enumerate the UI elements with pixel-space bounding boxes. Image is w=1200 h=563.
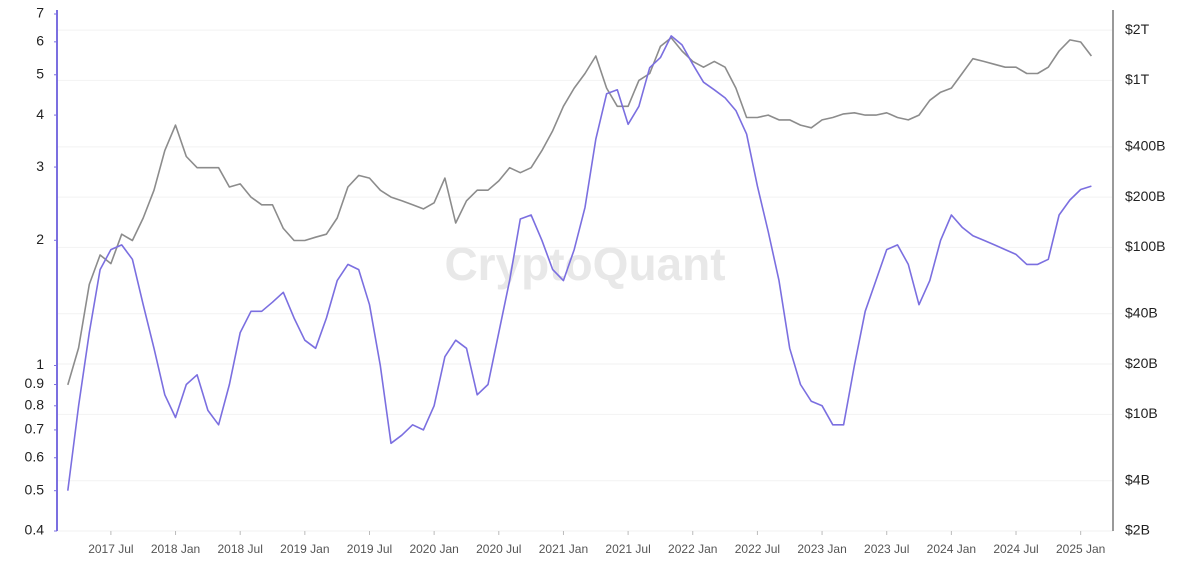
y2-tick-label: $400B: [1125, 138, 1165, 154]
x-tick-label: 2020 Jan: [409, 542, 458, 556]
y2-tick-label: $40B: [1125, 305, 1158, 321]
y-tick-label: 4: [36, 106, 44, 122]
x-tick-label: 2017 Jul: [88, 542, 133, 556]
y-tick-label: 2: [36, 231, 44, 247]
series-line: [67, 37, 1093, 386]
y-tick-label: 0.6: [25, 448, 45, 464]
y2-tick-label: $200B: [1125, 188, 1165, 204]
x-tick-label: 2018 Jul: [217, 542, 262, 556]
y-tick-label: 0.7: [25, 421, 45, 437]
x-tick-label: 2025 Jan: [1056, 542, 1105, 556]
series-line: [67, 35, 1092, 491]
y2-tick-label: $10B: [1125, 405, 1158, 421]
y2-tick-label: $100B: [1125, 238, 1165, 254]
x-tick-label: 2019 Jan: [280, 542, 329, 556]
x-tick-label: 2024 Jul: [993, 542, 1038, 556]
y-tick-label: 6: [36, 33, 44, 49]
x-tick-label: 2022 Jul: [735, 542, 780, 556]
y-tick-label: 0.5: [25, 481, 45, 497]
x-tick-label: 2018 Jan: [151, 542, 200, 556]
y-tick-label: 5: [36, 65, 44, 81]
x-tick-label: 2021 Jan: [539, 542, 588, 556]
x-tick-label: 2020 Jul: [476, 542, 521, 556]
y-tick-label: 0.8: [25, 396, 45, 412]
y2-tick-label: $1T: [1125, 71, 1150, 87]
y-tick-label: 0.4: [25, 522, 45, 538]
x-tick-label: 2019 Jul: [347, 542, 392, 556]
x-tick-label: 2023 Jan: [797, 542, 846, 556]
y2-tick-label: $2B: [1125, 522, 1150, 538]
y-tick-label: 3: [36, 158, 44, 174]
watermark: CryptoQuant: [444, 238, 725, 290]
y2-tick-label: $4B: [1125, 471, 1150, 487]
y-tick-label: 7: [36, 5, 44, 21]
y-tick-label: 1: [36, 356, 44, 372]
y-tick-label: 0.9: [25, 375, 45, 391]
x-tick-label: 2024 Jan: [927, 542, 976, 556]
x-tick-label: 2022 Jan: [668, 542, 717, 556]
x-tick-label: 2021 Jul: [605, 542, 650, 556]
y2-tick-label: $2T: [1125, 21, 1150, 37]
y2-tick-label: $20B: [1125, 355, 1158, 371]
x-tick-label: 2023 Jul: [864, 542, 909, 556]
